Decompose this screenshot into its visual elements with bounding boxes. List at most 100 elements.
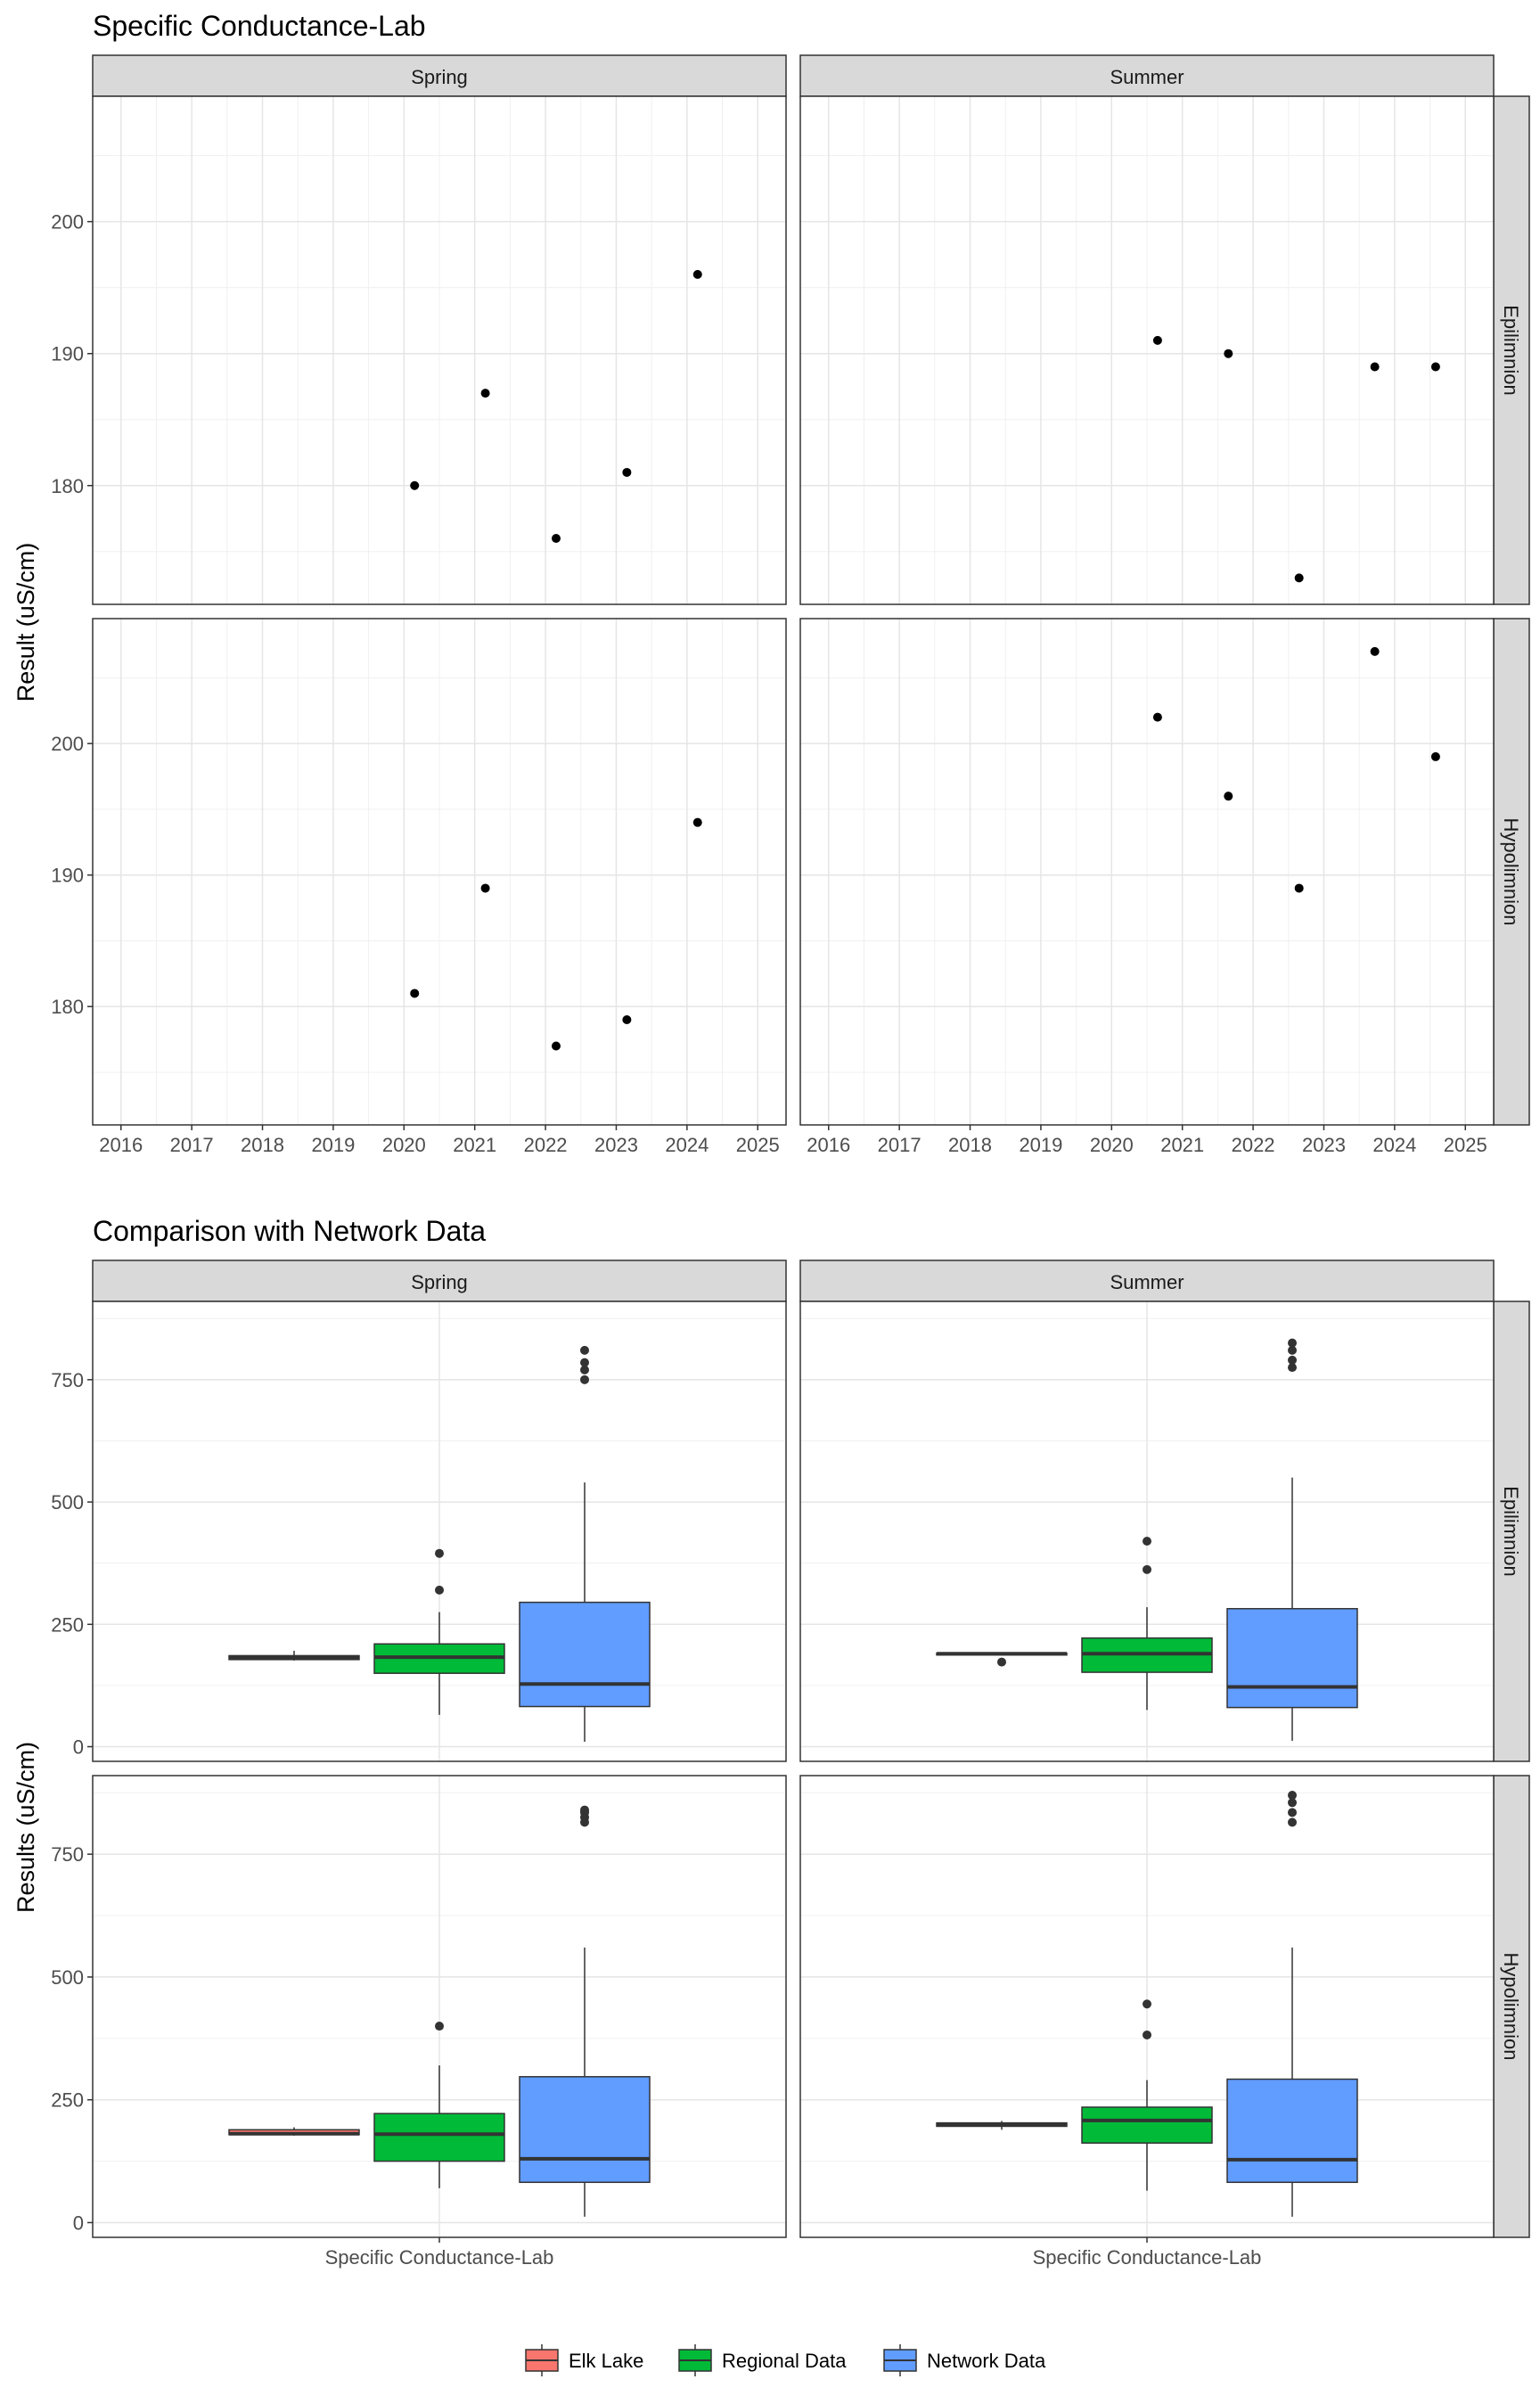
x-tick-label: 2024 [665, 1134, 709, 1156]
outlier-point [1288, 1355, 1297, 1365]
y-tick-label: 500 [51, 1491, 84, 1514]
box-regional-data [373, 1548, 505, 1715]
panel-spring-hypolimnion: 0 250 500 750 Specific Conductance-Lab [51, 1775, 787, 2269]
box-iqr [1226, 1607, 1358, 1709]
y-tick-label: 0 [73, 2211, 84, 2234]
y-tick-label: 180 [51, 475, 84, 497]
outlier-point [1143, 2030, 1151, 2039]
x-tick-label: 2016 [99, 1134, 143, 1156]
y-tick-label: 190 [51, 865, 84, 887]
box-regional-data [1081, 1536, 1213, 1711]
data-point [410, 989, 420, 998]
x-tick-label: 2022 [1232, 1134, 1275, 1156]
panel-spring-epilimnion: 180 190 200 [51, 95, 787, 605]
x-tick-label: 2024 [1372, 1134, 1416, 1156]
outlier-point [435, 1585, 444, 1595]
data-point [622, 467, 632, 477]
x-tick-label: Specific Conductance-Lab [325, 2246, 554, 2269]
x-tick-label: 2018 [241, 1134, 284, 1156]
facet-strip-spring [92, 54, 787, 97]
box-elk-lake [228, 2127, 360, 2136]
box-network-data [1226, 1338, 1358, 1741]
outlier-point [580, 1805, 589, 1815]
box-iqr [373, 2113, 505, 2162]
box-network-data [1226, 1791, 1358, 2217]
y-tick-label: 250 [51, 2089, 84, 2112]
legend-item-elk-lake: Elk Lake [525, 2344, 643, 2376]
outlier-point [1288, 1345, 1297, 1355]
chart-1-faceted-scatter: Spring Summer Epilimnion Hypolimnion 180 190 2… [51, 54, 1530, 1156]
chart-2-faceted-boxplot: Spring Summer Epilimnion Hypolimnion 0 250 500… [51, 1260, 1530, 2269]
data-point [1370, 362, 1380, 372]
legend-label: Network Data [927, 2350, 1046, 2372]
data-point [1224, 349, 1233, 358]
box-iqr [519, 2076, 651, 2184]
x-tick-label: 2019 [311, 1134, 355, 1156]
outlier-point [1143, 1536, 1151, 1546]
panel-summer-hypolimnion: 2016 2017 2018 2019 2020 2021 2022 2023 2024 2025 [799, 618, 1495, 1156]
data-point [622, 1014, 632, 1024]
data-point [551, 1041, 561, 1051]
y-tick-label: 180 [51, 996, 84, 1018]
y-tick-label: 750 [51, 1843, 84, 1866]
y-tick-label: 200 [51, 733, 84, 755]
facet-strip-label: Summer [1110, 1271, 1184, 1293]
data-point [480, 389, 490, 398]
panel-summer-hypolimnion: Specific Conductance-Lab [799, 1775, 1495, 2269]
outlier-point [1288, 1363, 1297, 1373]
x-tick-label: 2019 [1019, 1134, 1062, 1156]
facet-strip-hypolimnion [1493, 618, 1530, 1126]
x-tick-label: 2020 [382, 1134, 426, 1156]
data-point [1294, 883, 1304, 893]
facet-strip-summer [799, 54, 1495, 97]
facet-strip-label: Hypolimnion [1500, 817, 1522, 925]
chart-1-title: Specific Conductance-Lab [93, 10, 426, 42]
panel-summer-epilimnion [799, 1301, 1495, 1762]
data-point [1370, 646, 1380, 656]
outlier-point [435, 2022, 444, 2031]
data-point [480, 883, 490, 893]
outlier-point [580, 1345, 589, 1355]
outlier-point [580, 1365, 589, 1374]
panel-spring-epilimnion: 0 250 500 750 [51, 1301, 787, 1762]
facet-strip-label: Spring [411, 1271, 468, 1293]
box-iqr [519, 1601, 651, 1708]
outlier-point [997, 1657, 1006, 1667]
chart-2-y-axis-label: Results (uS/cm) [12, 1742, 39, 1913]
facet-strip-epilimnion [1493, 95, 1530, 605]
facet-strip-epilimnion [1493, 1301, 1530, 1762]
panel-border [799, 618, 1495, 1126]
outlier-point [1288, 1818, 1297, 1827]
outlier-point [1143, 1564, 1151, 1574]
y-tick-label: 0 [73, 1736, 84, 1759]
box-iqr [1081, 2106, 1213, 2144]
data-point [1152, 712, 1162, 722]
legend-label: Regional Data [722, 2350, 847, 2372]
x-tick-label: 2021 [1160, 1134, 1204, 1156]
outlier-point [1288, 1798, 1297, 1808]
data-point [1224, 792, 1233, 801]
x-tick-label: 2016 [807, 1134, 850, 1156]
legend-item-regional-data: Regional Data [678, 2344, 847, 2376]
box-regional-data [1081, 1999, 1213, 2191]
facet-strip-label: Spring [411, 66, 468, 88]
data-point [1430, 751, 1440, 761]
facet-strip-label: Hypolimnion [1500, 1952, 1522, 2060]
panel-border [92, 95, 787, 605]
x-tick-label: 2023 [1302, 1134, 1346, 1156]
panel-border [799, 95, 1495, 605]
x-tick-label: Specific Conductance-Lab [1033, 2246, 1262, 2269]
box-regional-data [373, 2022, 505, 2188]
facet-strip-summer [799, 1260, 1495, 1302]
facet-strip-spring [92, 1260, 787, 1302]
box-network-data [519, 1345, 651, 1743]
outlier-point [580, 1374, 589, 1384]
x-tick-label: 2022 [524, 1134, 568, 1156]
facet-strip-label: Epilimnion [1500, 1486, 1522, 1577]
panel-border [799, 1301, 1495, 1762]
x-tick-label: 2025 [1444, 1134, 1487, 1156]
x-tick-label: 2023 [594, 1134, 638, 1156]
box-iqr [1226, 2078, 1358, 2184]
x-tick-label: 2017 [878, 1134, 922, 1156]
outlier-point [1288, 1808, 1297, 1818]
